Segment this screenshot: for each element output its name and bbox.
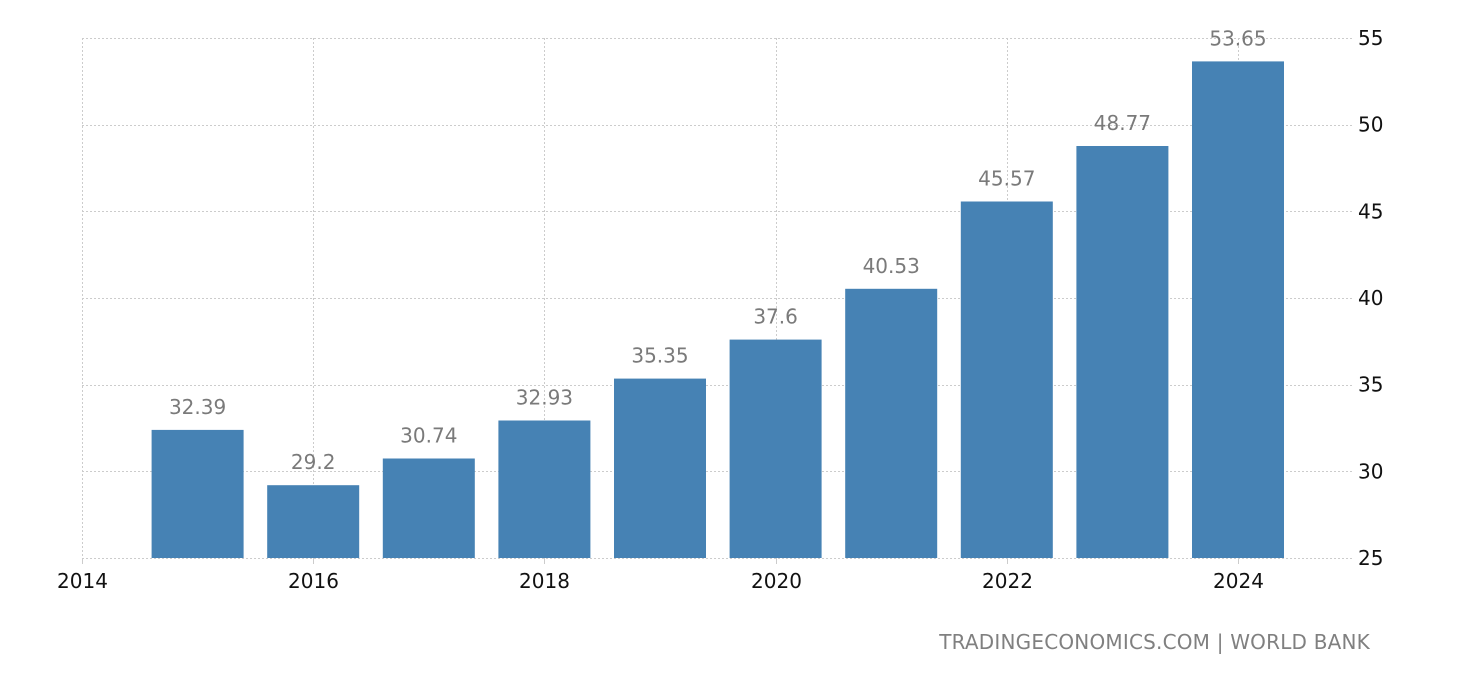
x-tick-label: 2020 xyxy=(751,569,802,593)
y-tick-label: 25 xyxy=(1358,546,1383,570)
bar-chart: 32.39 29.2 30.74 32.93 35.35 37.6 40.53 45.57 48… xyxy=(57,26,1383,593)
bar-value-label: 48.77 xyxy=(1094,111,1151,135)
bar-2020 xyxy=(729,339,822,558)
y-tick-label: 50 xyxy=(1358,113,1383,137)
bar-2018 xyxy=(498,420,591,558)
y-axis: 25 30 35 40 45 50 55 xyxy=(1358,26,1383,570)
bar-2023 xyxy=(1076,146,1169,558)
bar-2017 xyxy=(382,458,475,558)
bar-value-label: 53.65 xyxy=(1209,26,1266,50)
bar-value-label: 35.35 xyxy=(631,344,688,368)
x-tick-label: 2024 xyxy=(1213,569,1264,593)
bar-value-label: 30.74 xyxy=(400,424,457,448)
x-tick-label: 2022 xyxy=(982,569,1033,593)
bar-value-label: 32.93 xyxy=(516,386,573,410)
x-tick-label: 2014 xyxy=(57,569,108,593)
bar-value-label: 29.2 xyxy=(291,450,336,474)
y-tick-label: 35 xyxy=(1358,373,1383,397)
x-tick-label: 2016 xyxy=(288,569,339,593)
bar-2021 xyxy=(845,288,938,558)
y-tick-label: 55 xyxy=(1358,26,1383,50)
bars xyxy=(151,61,1284,559)
source-credit: TRADINGECONOMICS.COM | WORLD BANK xyxy=(939,630,1370,654)
y-tick-label: 30 xyxy=(1358,459,1383,483)
bar-value-labels: 32.39 29.2 30.74 32.93 35.35 37.6 40.53 45.57 48… xyxy=(169,26,1267,474)
x-tick-label: 2018 xyxy=(519,569,570,593)
bar-2024 xyxy=(1192,61,1284,559)
bar-2019 xyxy=(614,378,706,558)
y-tick-label: 40 xyxy=(1358,286,1383,310)
bar-2016 xyxy=(267,485,360,558)
bar-2015 xyxy=(151,429,244,558)
bar-value-label: 37.6 xyxy=(753,305,798,329)
y-tick-label: 45 xyxy=(1358,199,1383,223)
bar-2022 xyxy=(960,201,1053,558)
bar-value-label: 32.39 xyxy=(169,395,226,419)
x-axis: 2014 2016 2018 2020 2022 2024 xyxy=(57,558,1264,593)
bar-value-label: 40.53 xyxy=(863,254,920,278)
bar-value-label: 45.57 xyxy=(978,167,1035,191)
